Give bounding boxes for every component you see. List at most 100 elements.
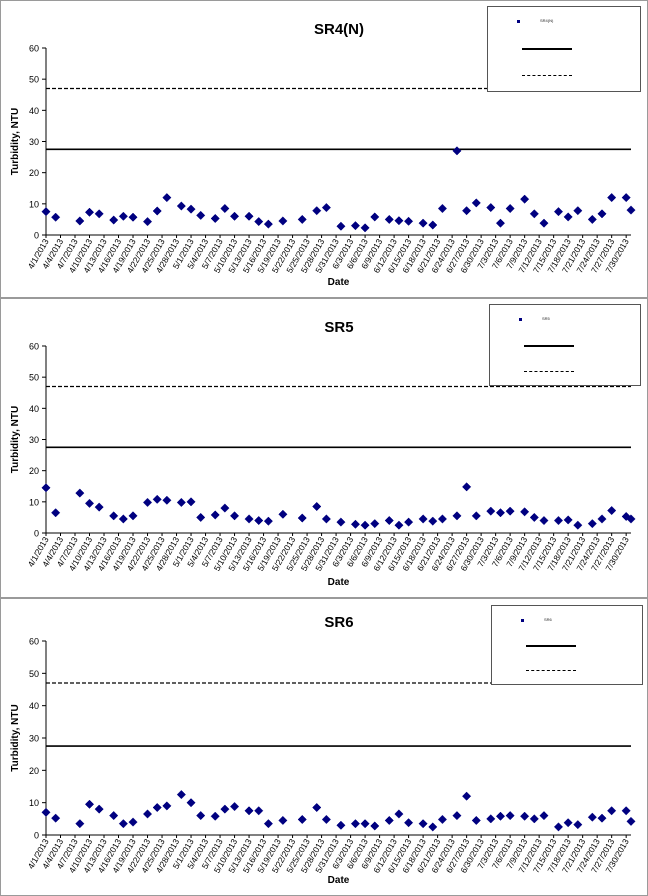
data-point — [94, 804, 104, 814]
chart-title: SR4(N) — [314, 21, 364, 38]
data-point — [142, 809, 153, 819]
data-point — [75, 819, 85, 829]
data-point — [471, 198, 481, 208]
data-point — [384, 214, 394, 224]
data-point — [196, 512, 206, 522]
data-point — [118, 514, 128, 524]
y-axis-label: Turbidity, NTU — [10, 406, 21, 473]
data-point — [118, 211, 128, 221]
legend-entry-solid-line — [498, 641, 636, 651]
data-point — [336, 517, 346, 527]
data-point — [196, 811, 206, 821]
legend-entry-dashed-line — [494, 71, 634, 81]
y-tick-label: 60 — [29, 44, 39, 54]
data-point — [539, 515, 549, 526]
data-point — [128, 511, 138, 521]
y-tick-label: 20 — [29, 168, 39, 178]
data-point — [210, 510, 220, 520]
y-tick-label: 60 — [29, 637, 39, 647]
data-point — [563, 212, 573, 222]
y-tick-label: 20 — [29, 466, 39, 476]
data-point — [41, 483, 51, 493]
data-point — [384, 515, 394, 526]
data-point — [142, 217, 153, 227]
data-point — [505, 811, 515, 821]
legend-entry-series: SR6 — [498, 616, 636, 626]
data-point — [360, 819, 370, 829]
data-point — [278, 216, 288, 226]
data-point — [263, 219, 273, 229]
data-point — [75, 216, 85, 226]
data-point — [162, 193, 172, 203]
data-point — [471, 511, 481, 521]
diamond-marker-icon — [517, 20, 520, 23]
data-point — [597, 813, 607, 823]
data-point — [553, 822, 564, 832]
y-tick-label: 60 — [29, 342, 39, 352]
legend-label-series: SR5 — [542, 316, 550, 321]
y-tick-label: 0 — [34, 529, 39, 539]
data-point — [263, 516, 273, 526]
data-point — [529, 512, 539, 522]
data-point — [75, 488, 85, 498]
legend-entry-series: SR4(N) — [494, 17, 634, 27]
data-point — [529, 814, 539, 824]
data-point — [360, 520, 370, 530]
solid-line-icon — [526, 641, 576, 651]
data-point — [244, 514, 254, 524]
data-point — [621, 806, 631, 816]
data-point — [553, 515, 564, 526]
legend-sr6: SR6 — [491, 605, 643, 685]
data-point — [220, 804, 230, 814]
data-point — [404, 818, 414, 828]
dashed-line-icon — [522, 71, 572, 81]
legend-entry-dashed-line — [498, 666, 636, 676]
data-point — [486, 814, 496, 824]
data-point — [553, 207, 564, 217]
data-point — [254, 515, 264, 526]
data-point — [587, 812, 597, 822]
data-point — [563, 515, 573, 525]
dashed-line-icon — [526, 666, 576, 676]
data-point — [321, 203, 331, 213]
data-point — [230, 801, 240, 812]
data-point — [539, 811, 549, 821]
data-point — [118, 819, 128, 829]
data-point — [278, 509, 288, 519]
data-point — [462, 791, 472, 801]
y-tick-label: 20 — [29, 766, 39, 776]
y-tick-label: 50 — [29, 373, 39, 383]
data-point — [51, 813, 61, 823]
data-point — [587, 519, 597, 529]
dashed-line-icon — [524, 367, 574, 377]
y-tick-label: 10 — [29, 497, 39, 507]
data-point — [607, 806, 617, 816]
data-point — [109, 215, 119, 225]
x-axis-label: Date — [328, 875, 350, 886]
data-point — [607, 506, 617, 516]
data-point — [626, 514, 636, 524]
data-point — [220, 503, 230, 513]
chart-panel-sr6: SR6 0 10 20 30 40 50 60 Turbidity, NTU 4/1/2013 4/… — [0, 598, 648, 896]
legend-label-series: SR4(N) — [540, 18, 554, 23]
data-point — [84, 207, 95, 217]
diamond-marker-icon — [521, 619, 524, 622]
x-axis-label: Date — [328, 577, 350, 588]
data-point — [597, 209, 607, 219]
data-point — [418, 819, 428, 829]
data-point — [51, 508, 61, 518]
data-point — [321, 814, 331, 825]
data-point — [573, 820, 583, 830]
chart-panel-sr5: SR5 0 10 20 30 40 50 60 Turbidity, NTU 4/1/2013 4/… — [0, 298, 648, 598]
y-axis-label: Turbidity, NTU — [10, 704, 21, 771]
data-point — [186, 497, 196, 507]
data-point — [176, 790, 186, 800]
data-point — [452, 511, 462, 521]
data-point — [297, 214, 307, 224]
data-point — [350, 819, 360, 829]
data-point — [529, 209, 539, 219]
chart-title: SR5 — [324, 319, 353, 336]
data-point — [94, 502, 104, 512]
data-point — [41, 207, 51, 217]
